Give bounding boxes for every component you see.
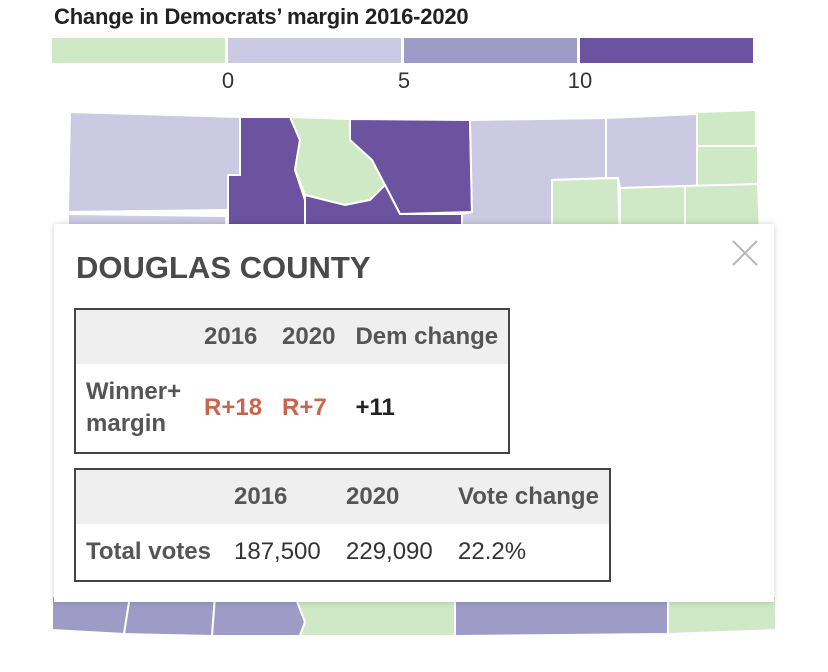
margin-header-2020: 2020 [272, 309, 346, 364]
votes-table: 2016 2020 Vote change Total votes 187,50… [74, 468, 611, 582]
legend-tick-5: 5 [397, 68, 411, 93]
county-south-2[interactable] [122, 595, 217, 638]
winner-margin-label-line1: Winner+ [86, 378, 182, 405]
legend-title: Change in Democrats’ margin 2016-2020 [54, 4, 469, 29]
county-green-ne-2[interactable] [696, 145, 759, 187]
legend-swatch-0-5 [228, 38, 401, 63]
table-row: Winner+ margin R+18 R+7 +11 [75, 364, 509, 453]
county-west-north[interactable] [66, 110, 241, 214]
table-row: Total votes 187,500 229,090 22.2% [75, 524, 610, 581]
votes-header-blank [75, 469, 224, 524]
county-name: DOUGLAS COUNTY [76, 250, 371, 285]
votes-header-2016: 2016 [224, 469, 336, 524]
votes-header-2020: 2020 [336, 469, 448, 524]
legend-color-bar [52, 38, 753, 63]
county-green-ne-1[interactable] [696, 108, 757, 147]
dem-change-value: +11 [355, 394, 395, 421]
votes-header-vote-change: Vote change [448, 469, 610, 524]
county-south-3[interactable] [210, 595, 307, 637]
margin-header-dem-change: Dem change [345, 309, 510, 364]
legend-swatch-negative [52, 38, 225, 63]
county-light-east-2[interactable] [605, 112, 698, 190]
close-icon[interactable] [730, 238, 760, 268]
legend-tick-0: 0 [221, 68, 235, 93]
county-purple-west[interactable] [227, 116, 306, 241]
county-tooltip: DOUGLAS COUNTY 2016 2020 Dem change Winn… [54, 224, 774, 602]
votes-table-header: 2016 2020 Vote change [75, 469, 610, 524]
total-votes-label: Total votes [86, 538, 211, 565]
county-south-purple[interactable] [454, 595, 669, 638]
vote-change-value: 22.2% [458, 538, 527, 565]
winner-margin-label-line2: margin [86, 410, 167, 437]
winner-margin-label: Winner+ margin [75, 364, 194, 453]
margin-2020: R+7 [282, 394, 327, 421]
legend-swatch-10-plus [580, 38, 753, 63]
margin-table-header: 2016 2020 Dem change [75, 309, 510, 364]
legend-swatch-5-10 [404, 38, 577, 63]
margin-header-2016: 2016 [194, 309, 273, 364]
votes-2020: 229,090 [346, 538, 433, 565]
legend-tick-10: 10 [567, 68, 593, 93]
margin-table: 2016 2020 Dem change Winner+ margin R+18 … [74, 308, 511, 454]
margin-2016: R+18 [204, 394, 263, 421]
county-south-green[interactable] [293, 595, 456, 637]
margin-header-blank [75, 309, 194, 364]
votes-2016: 187,500 [234, 538, 321, 565]
